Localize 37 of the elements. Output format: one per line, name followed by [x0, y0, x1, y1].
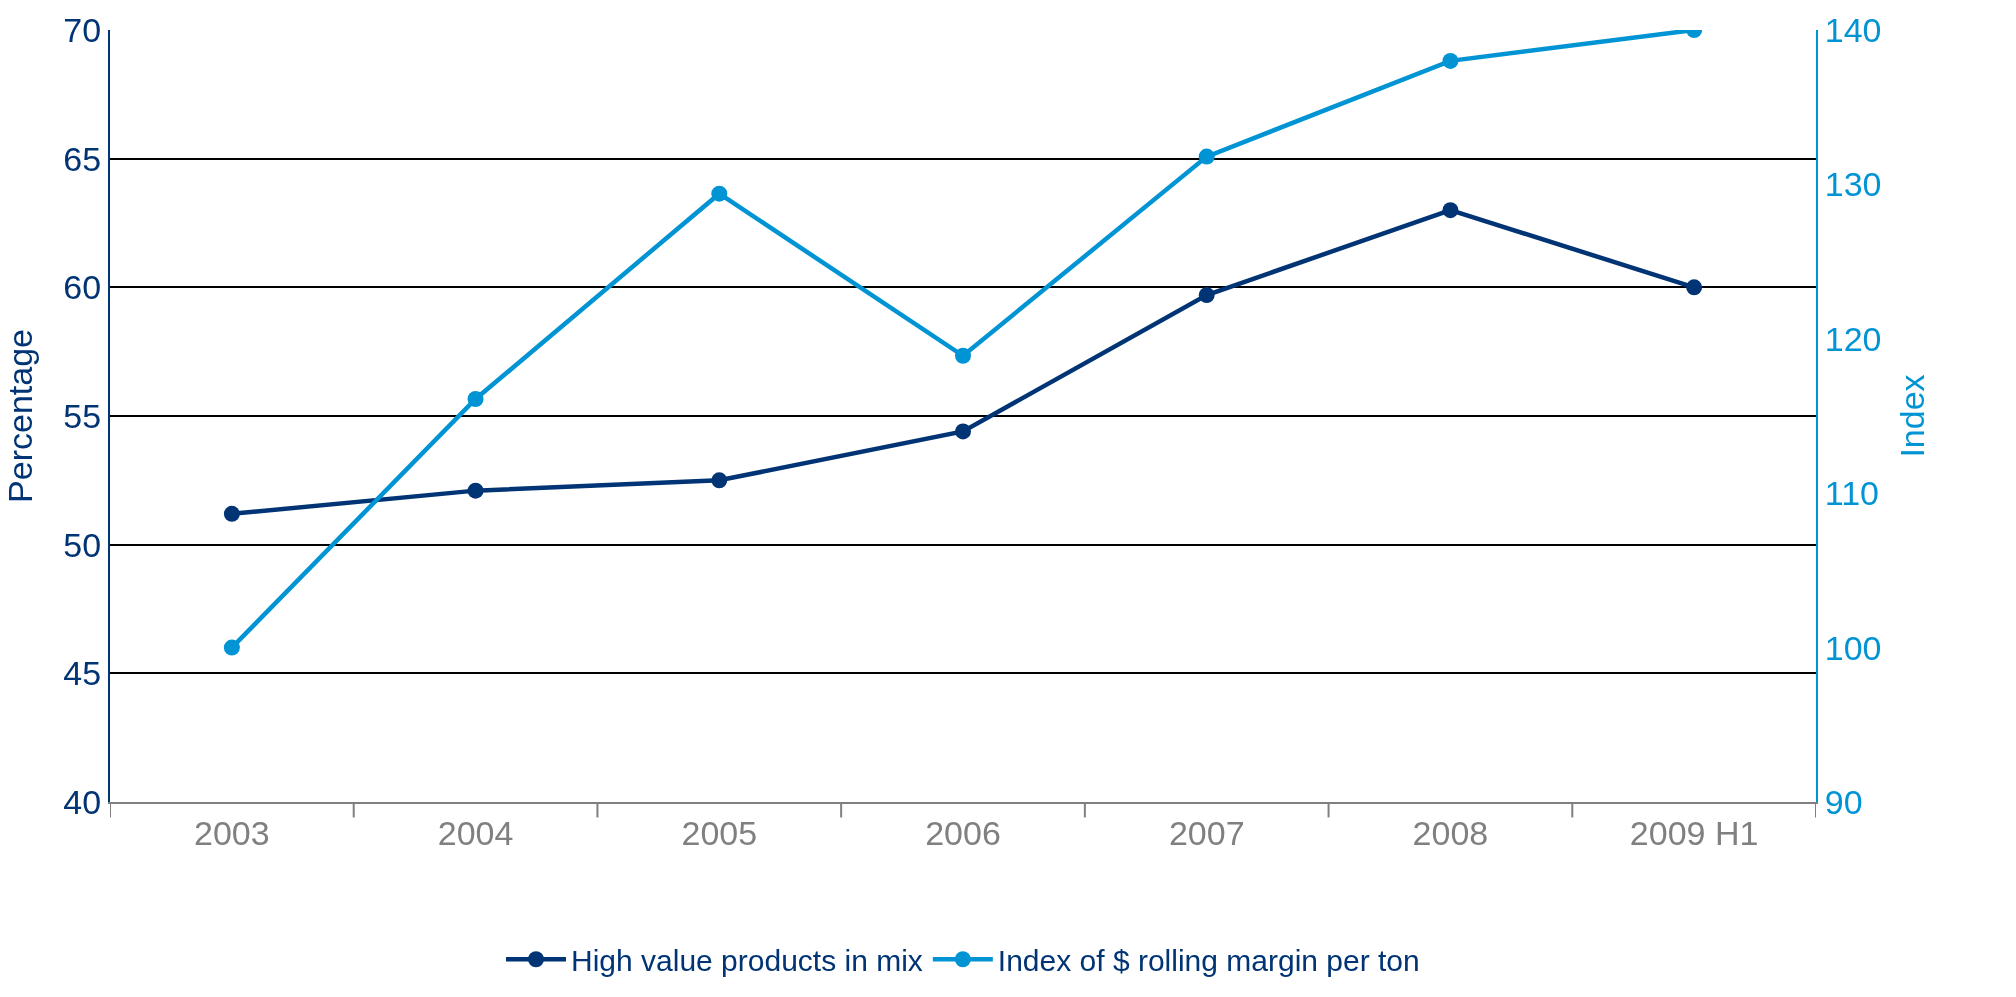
y2-tick-label: 100 — [1824, 628, 1882, 667]
legend-label: High value products in mix — [571, 943, 923, 977]
point — [955, 423, 971, 440]
y-tick-label: 50 — [63, 525, 102, 564]
point — [223, 639, 240, 656]
x-tick-label: 2009 H1 — [1629, 813, 1759, 852]
y2-tick-label: 110 — [1824, 474, 1880, 513]
x-tick-label: 2004 — [437, 813, 514, 852]
point — [1686, 279, 1703, 296]
legend-label: Index of $ rolling margin per ton — [997, 943, 1420, 977]
x-tick-label: 2003 — [194, 813, 270, 852]
x-tick-label: 2006 — [925, 813, 1001, 852]
x-tick-label: 2005 — [681, 813, 758, 852]
point — [711, 472, 728, 489]
point — [1198, 287, 1215, 304]
y-tick-label: 40 — [63, 782, 102, 821]
y-tick-label: 70 — [63, 10, 102, 49]
y-tick-label: 65 — [63, 139, 102, 178]
y2-axis-title: Index — [1893, 374, 1932, 458]
point — [955, 347, 971, 364]
y2-tick-label: 120 — [1824, 319, 1882, 358]
point — [1198, 148, 1215, 165]
point — [223, 505, 240, 522]
point — [467, 482, 484, 499]
point — [1442, 52, 1459, 69]
x-tick-label: 2008 — [1412, 813, 1489, 852]
y2-tick-label: 140 — [1824, 10, 1882, 49]
y2-tick-label: 90 — [1824, 782, 1863, 821]
y2-tick-label: 130 — [1824, 165, 1882, 204]
y-axis-title: Percentage — [1, 329, 40, 503]
point — [1442, 202, 1459, 219]
x-tick-label: 2007 — [1168, 813, 1245, 852]
y-tick-label: 55 — [63, 396, 102, 435]
point — [711, 185, 728, 202]
point — [467, 391, 484, 408]
y-tick-label: 45 — [63, 654, 102, 693]
y-tick-label: 60 — [63, 268, 102, 307]
